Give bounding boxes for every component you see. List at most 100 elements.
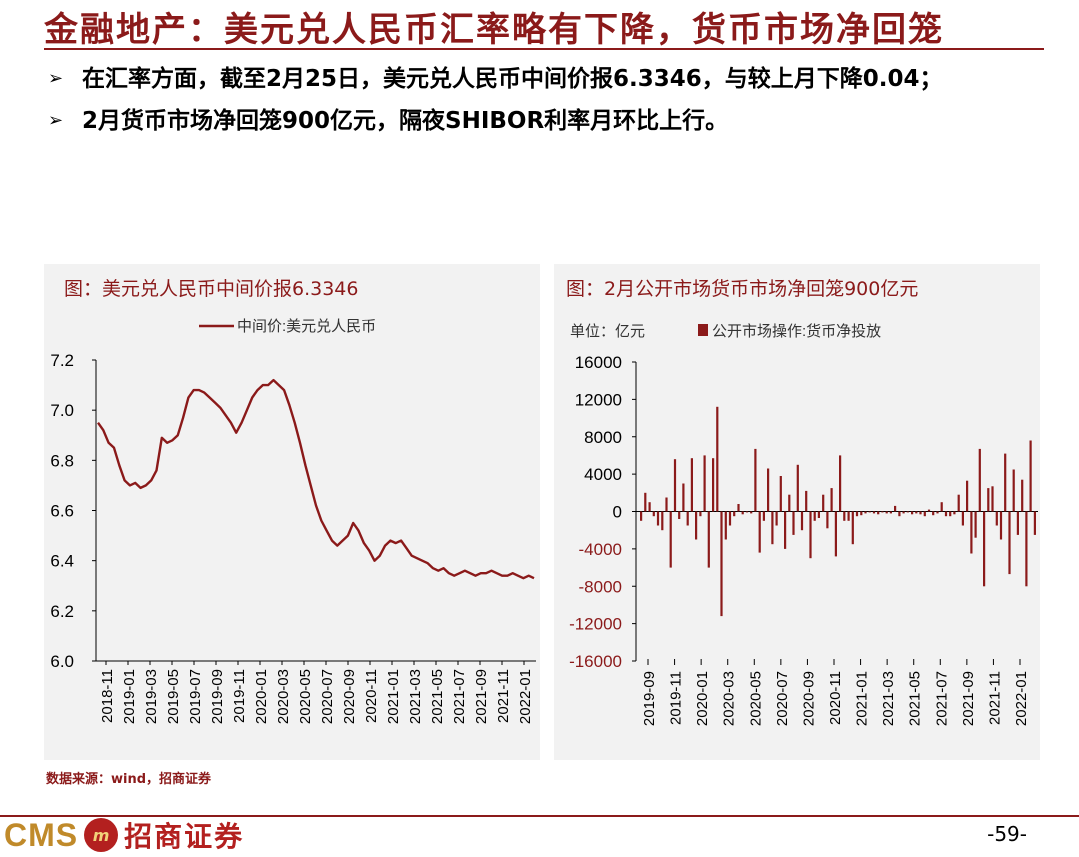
x-tick-label: 2021-09 [473, 669, 490, 724]
x-tick-label: 2019-05 [165, 669, 182, 724]
bar [724, 511, 727, 540]
chart-panel-exchange-rate: 图：美元兑人民币中间价报6.3346 [44, 264, 540, 760]
x-tick-label: 2019-11 [668, 671, 685, 725]
bar [644, 492, 647, 512]
y-tick-label: 6.2 [50, 602, 74, 621]
bullet-item: ➢ 2月货币市场净回笼900亿元，隔夜SHIBOR利率月环比上行。 [48, 104, 1068, 138]
bar [822, 494, 825, 512]
y-tick-label: 6.8 [50, 451, 74, 470]
bullet-arrow-icon: ➢ [48, 110, 64, 131]
bar [690, 458, 693, 512]
bar [1004, 453, 1007, 512]
bar [1025, 511, 1028, 587]
x-tick-label: 2021-03 [407, 669, 424, 724]
bar [750, 511, 753, 514]
x-tick-label: 2020-05 [297, 669, 314, 724]
bar [915, 511, 918, 514]
bar [771, 511, 774, 545]
bar [800, 511, 804, 531]
series-line-usd-cny [97, 378, 535, 580]
bar [936, 511, 939, 514]
bar [949, 511, 952, 517]
y-tick-label: 6.6 [50, 502, 74, 521]
y-tick-label: 8000 [584, 428, 622, 447]
y-tick-label: -16000 [569, 652, 622, 671]
bar [720, 511, 723, 617]
x-tick-label: 2019-09 [209, 669, 226, 724]
bar [839, 455, 842, 512]
x-tick-label: 2019-03 [143, 669, 160, 724]
bar [927, 509, 931, 512]
bar [834, 511, 837, 557]
bar [661, 511, 664, 531]
y-tick-label: 0 [613, 503, 622, 522]
bar [995, 511, 998, 526]
bar [817, 511, 820, 518]
bar [779, 476, 782, 512]
bar [669, 511, 672, 568]
x-tick-label: 2021-11 [495, 669, 512, 723]
bar [877, 511, 880, 515]
bar [682, 483, 685, 512]
logo-chinese-name: 招商证券 [124, 820, 245, 853]
bar [847, 511, 850, 521]
y-tick-label: 6.4 [50, 552, 74, 571]
bar [703, 455, 706, 512]
bar [1016, 511, 1019, 535]
x-tick-label: 2021-11 [986, 671, 1003, 725]
bar [894, 505, 897, 512]
bar [1029, 440, 1032, 512]
bar [809, 511, 812, 559]
bar [737, 504, 740, 512]
bar [762, 511, 765, 521]
bar [796, 464, 799, 512]
x-tick-label: 2019-01 [121, 669, 138, 724]
y-tick-label: 7.0 [50, 401, 74, 420]
x-tick-label: 2020-07 [319, 669, 336, 724]
logo-badge-icon: m [84, 818, 119, 852]
bar [940, 502, 943, 512]
bar [855, 511, 859, 517]
bar [758, 511, 761, 553]
bar [991, 486, 994, 512]
chart-title-exchange-rate: 图：美元兑人民币中间价报6.3346 [64, 278, 359, 300]
bar [830, 488, 833, 512]
bar [864, 511, 867, 514]
bar [843, 511, 846, 521]
y-tick-label: 6.0 [50, 652, 74, 671]
bar [872, 511, 876, 514]
bullet-list: ➢ 在汇率方面，截至2月25日，美元兑人民币中间价报6.3346，与较上月下降0… [48, 62, 1068, 146]
bar [775, 511, 778, 526]
bar [881, 511, 884, 513]
bar [957, 494, 960, 512]
bar [686, 511, 689, 526]
bar [741, 511, 744, 515]
x-tick-label: 2020-09 [800, 671, 817, 726]
x-tick-label: 2022-01 [1013, 671, 1030, 726]
bar [906, 511, 909, 513]
x-tick-label: 2019-11 [231, 669, 248, 723]
bar [885, 511, 888, 514]
bar [733, 511, 736, 517]
unit-label: 单位：亿元 [570, 323, 645, 340]
x-tick-label: 2021-09 [960, 671, 977, 726]
bar [656, 511, 660, 526]
bar [889, 511, 892, 514]
bar [851, 511, 854, 545]
x-tick-label: 2019-09 [641, 671, 658, 726]
company-logo: CMS m 招商证券 [4, 815, 244, 855]
bar [648, 502, 651, 512]
bar [728, 511, 732, 526]
bar [813, 511, 816, 521]
bar [1033, 511, 1036, 535]
bar [944, 511, 948, 517]
bar [652, 511, 655, 517]
x-tick-label: 2020-01 [253, 669, 270, 724]
bar [902, 511, 905, 514]
bar [805, 490, 808, 512]
x-tick-label: 2020-11 [827, 671, 844, 725]
x-tick-label: 2021-05 [429, 669, 446, 724]
bullet-item: ➢ 在汇率方面，截至2月25日，美元兑人民币中间价报6.3346，与较上月下降0… [48, 62, 1068, 96]
bar [792, 511, 795, 535]
x-tick-label: 2021-01 [854, 671, 871, 726]
